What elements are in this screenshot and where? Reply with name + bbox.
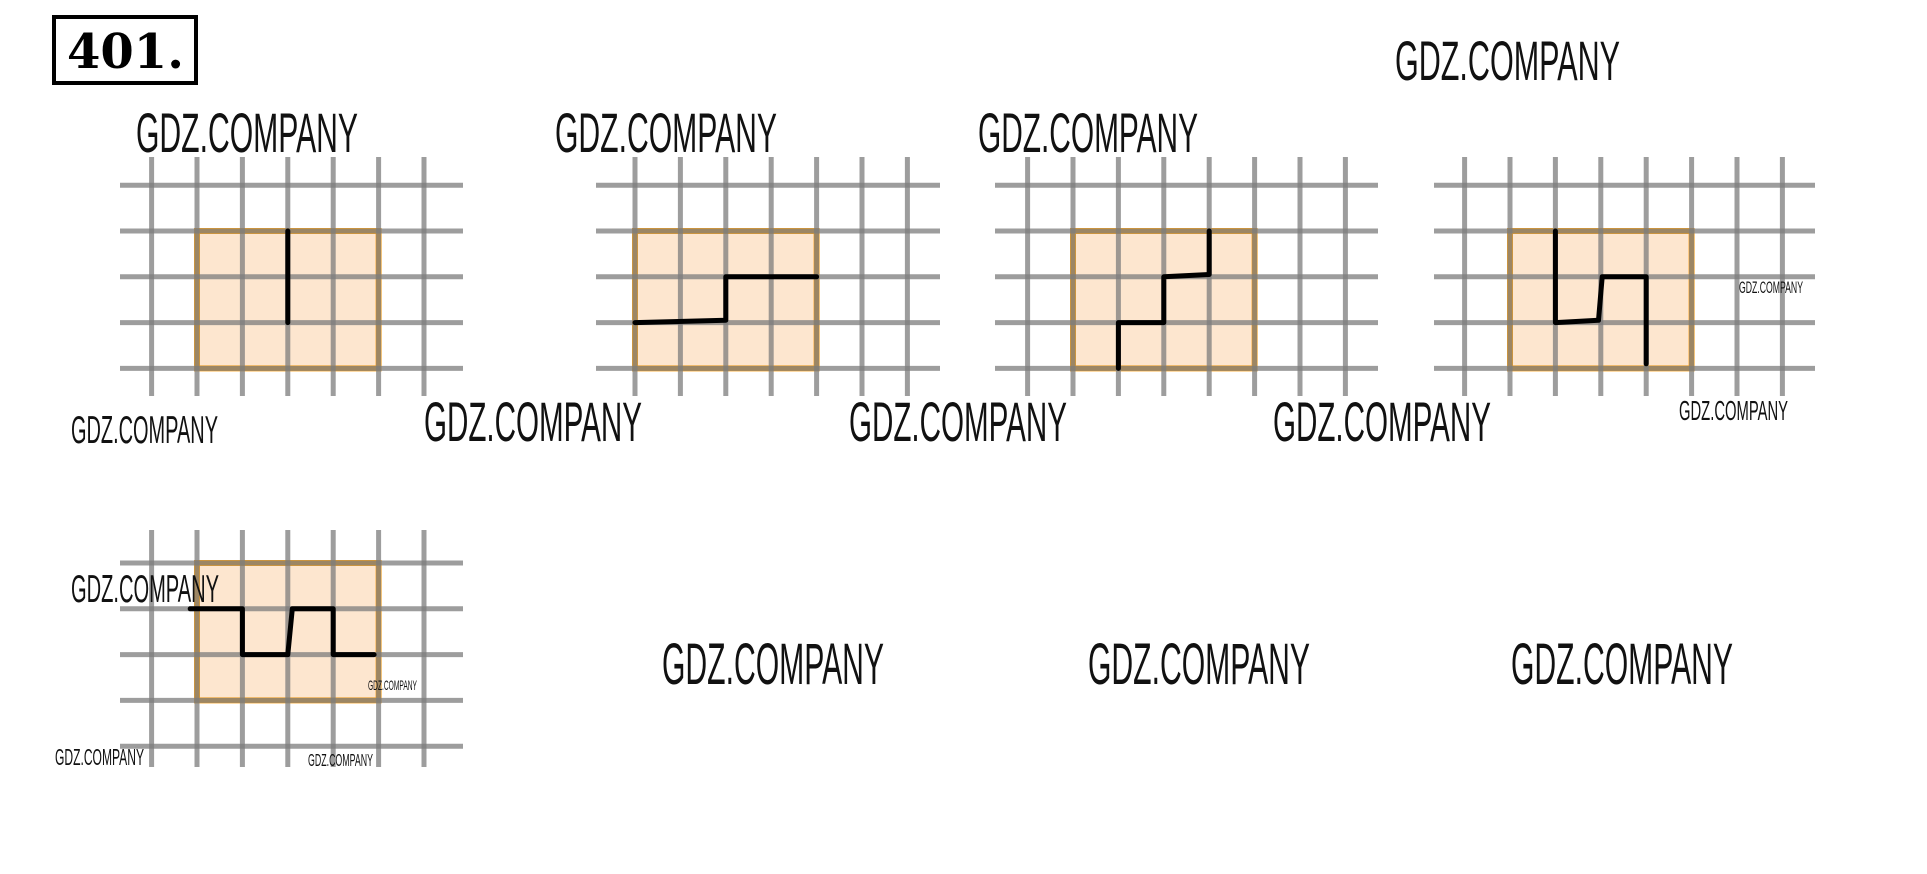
watermark-text: GDZ.COMPANY: [1273, 391, 1491, 453]
grid-figure-3: [995, 157, 1378, 396]
watermark-text: GDZ.COMPANY: [1739, 278, 1803, 297]
watermark-text: GDZ.COMPANY: [71, 409, 218, 452]
cut-line: [1115, 228, 1212, 371]
watermark-text: GDZ.COMPANY: [424, 391, 642, 453]
watermark-text: GDZ.COMPANY: [368, 678, 417, 693]
watermark-text: GDZ.COMPANY: [55, 744, 144, 770]
watermark-text: GDZ.COMPANY: [1088, 632, 1310, 697]
watermark-text: GDZ.COMPANY: [849, 391, 1067, 453]
problem-number-box: [52, 15, 198, 85]
watermark-text: GDZ.COMPANY: [555, 102, 777, 164]
grid-figure-4: [1434, 157, 1815, 396]
grid-figure-5: [120, 530, 463, 767]
watermarks-group: GDZ.COMPANY GDZ.COMPANY GDZ.COMPANY GDZ.COM…: [55, 30, 1803, 770]
watermark-text: GDZ.COMPANY: [308, 750, 373, 770]
cut-line: [632, 274, 820, 326]
watermark-text: GDZ.COMPANY: [1511, 632, 1733, 697]
watermark-text: GDZ.COMPANY: [1395, 30, 1620, 92]
watermark-text: GDZ.COMPANY: [662, 632, 884, 697]
problem-number: 401.: [67, 24, 184, 80]
cut-line: [187, 606, 377, 658]
watermark-text: GDZ.COMPANY: [1679, 395, 1788, 426]
watermark-text: GDZ.COMPANY: [978, 102, 1198, 164]
grid-figure-2: [596, 157, 940, 396]
figures-group: [120, 157, 1815, 767]
grid-figure-1: [120, 157, 463, 396]
watermark-text: GDZ.COMPANY: [136, 102, 358, 164]
cut-line: [1552, 228, 1649, 367]
watermark-text: GDZ.COMPANY: [71, 568, 219, 611]
problem-number-badge: 401.: [52, 15, 198, 85]
